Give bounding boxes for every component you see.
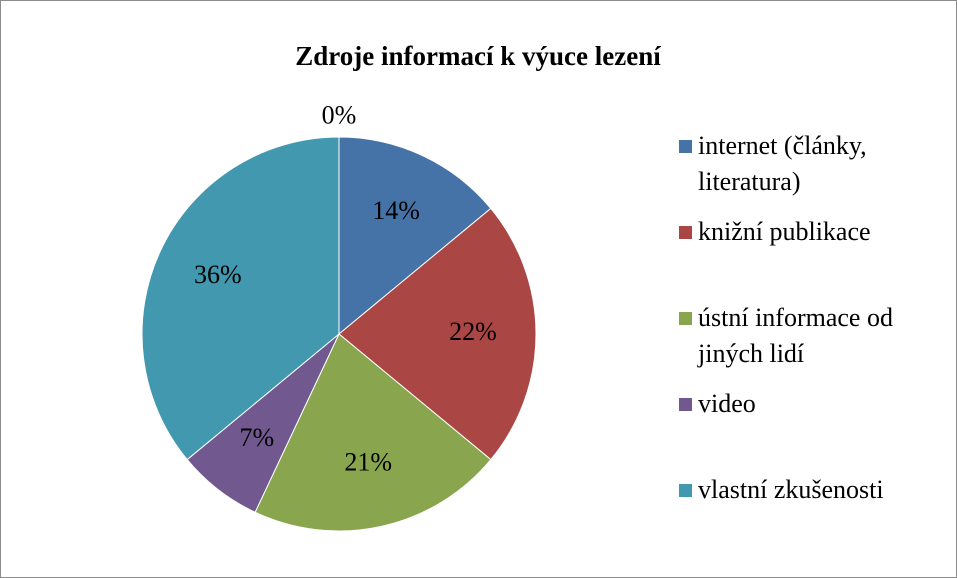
legend-swatch	[679, 312, 692, 325]
data-label: 7%	[240, 423, 275, 452]
pie-slice	[254, 333, 492, 532]
legend-swatch	[679, 140, 692, 153]
pie-slice	[338, 207, 537, 461]
legend-label: ústní informace od jiných lidí	[698, 303, 893, 368]
data-label: 21%	[344, 448, 392, 477]
data-label: 14%	[372, 196, 420, 225]
data-label: 0%	[322, 100, 357, 129]
pie-slice	[338, 136, 492, 336]
chart-title: Zdroje informací k výuce lezení	[295, 41, 661, 71]
legend-swatch	[679, 398, 692, 411]
legend-swatch	[679, 226, 692, 239]
legend-swatch	[679, 484, 692, 497]
legend-label: vlastní zkušenosti	[698, 475, 884, 504]
data-label: 22%	[449, 317, 497, 346]
data-label: 36%	[194, 260, 242, 289]
legend-label: internet (články, literatura)	[698, 131, 867, 196]
legend-label: knižní publikace	[698, 217, 871, 246]
pie-slice	[141, 136, 340, 461]
legend-label: video	[698, 389, 756, 418]
